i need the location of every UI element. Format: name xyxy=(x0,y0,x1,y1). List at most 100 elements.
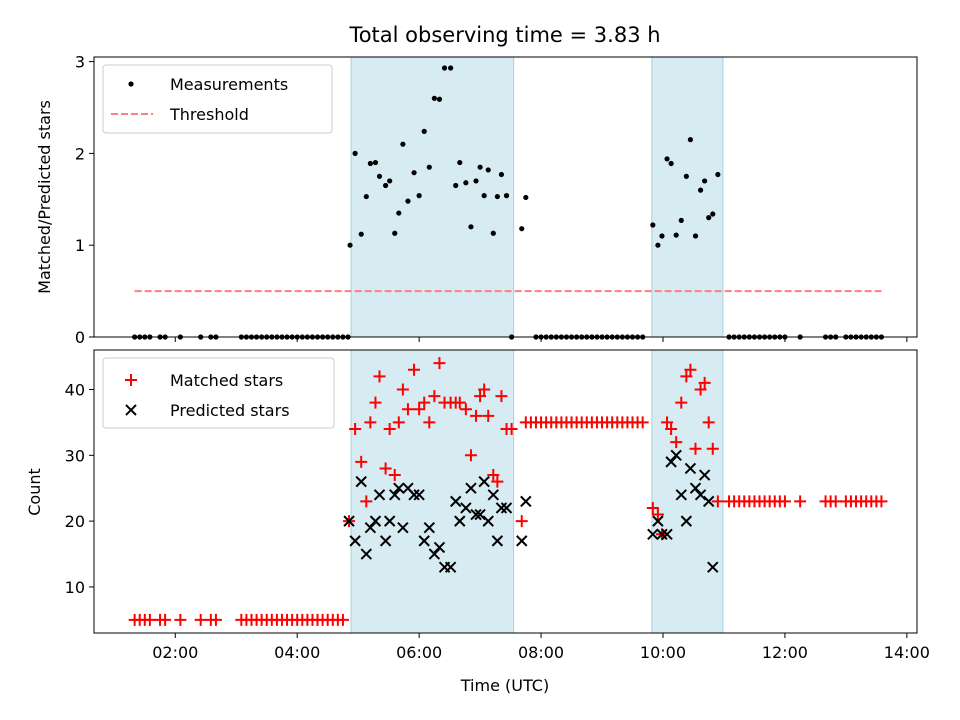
measurements-point xyxy=(436,96,443,102)
predicted-stars-point xyxy=(413,489,425,501)
predicted-stars-point xyxy=(423,521,436,534)
measurements-point xyxy=(372,159,379,166)
predicted-stars-point xyxy=(355,475,367,488)
matched-stars-point xyxy=(680,370,693,383)
matched-stars-point xyxy=(636,416,649,429)
predicted-stars-point xyxy=(428,548,441,560)
lower-panel: 02:00 04:00 06:00 08:00 10:00 12:00 14:00 10 20 3… xyxy=(25,349,930,695)
matched-stars-point xyxy=(423,416,436,429)
predicted-stars-point xyxy=(454,515,466,527)
legend-marker-matched-stars xyxy=(125,374,137,386)
legend-marker-measurements xyxy=(128,81,134,87)
matched-stars-point xyxy=(373,370,386,383)
matched-stars-point xyxy=(651,508,664,521)
matched-stars-point xyxy=(392,416,405,429)
measurements-point xyxy=(702,178,708,184)
matched-stars-point xyxy=(478,383,491,396)
matched-stars-point xyxy=(684,363,697,376)
matched-stars-point xyxy=(388,469,401,482)
predicted-stars-point xyxy=(661,528,673,540)
matched-stars-point xyxy=(428,390,441,403)
matched-stars-point xyxy=(487,469,500,482)
matched-stars-point xyxy=(174,613,187,626)
matched-stars-point xyxy=(505,422,518,435)
predicted-stars-point xyxy=(516,535,528,547)
measurements-point xyxy=(468,224,474,230)
lower-legend-box xyxy=(102,357,335,429)
predicted-stars-point xyxy=(491,535,504,547)
x-tick-label: 04:00 xyxy=(274,643,320,662)
x-tick-label: 14:00 xyxy=(884,643,930,662)
matched-stars-point xyxy=(396,383,409,396)
measurements-point xyxy=(668,160,674,167)
matched-stars-point xyxy=(706,442,719,455)
upper-legend: Measurements Threshold xyxy=(102,64,333,134)
measurements-point xyxy=(650,222,656,228)
measurements-point xyxy=(519,226,525,232)
x-tick-label: 12:00 xyxy=(762,643,808,662)
matched-stars-point xyxy=(875,495,888,508)
matched-stars-point xyxy=(495,390,508,403)
predicted-stars-point xyxy=(689,482,702,494)
y-tick-label: 1 xyxy=(75,236,85,255)
matched-stars-point xyxy=(665,422,678,435)
measurements-point xyxy=(692,233,699,239)
predicted-stars-point xyxy=(379,535,392,547)
measurements-point xyxy=(431,95,437,101)
y-tick-label: 2 xyxy=(75,144,85,163)
legend-label-predicted-stars: Predicted stars xyxy=(170,401,290,420)
measurements-point xyxy=(697,187,704,193)
measurements-point xyxy=(457,159,463,166)
predicted-stars-point xyxy=(418,535,430,547)
upper-panel-frame xyxy=(93,56,918,338)
matched-stars-point xyxy=(364,416,377,429)
measurements-point xyxy=(485,167,491,173)
predicted-stars-point xyxy=(369,515,382,527)
predicted-stars-point xyxy=(482,515,494,527)
measurements-point xyxy=(416,193,422,199)
measurements-point xyxy=(494,193,500,200)
measurements-point xyxy=(383,182,389,189)
measurements-point xyxy=(463,180,469,186)
matched-stars-point xyxy=(143,613,156,626)
predicted-stars-point xyxy=(343,515,355,527)
predicted-stars-point xyxy=(487,489,500,501)
matched-stars-point xyxy=(646,501,659,514)
measurements-point xyxy=(352,150,358,156)
measurements-point xyxy=(523,194,529,201)
measurements-point xyxy=(448,65,454,71)
matched-stars-point xyxy=(464,449,477,462)
matched-stars-point xyxy=(829,495,842,508)
upper-panel-ticks: 0 1 2 3 xyxy=(75,53,908,347)
matched-stars-point xyxy=(379,462,392,475)
measurements-point xyxy=(706,215,712,221)
y-tick-label: 10 xyxy=(65,578,85,597)
measurements-point xyxy=(481,193,487,199)
y-tick-label: 3 xyxy=(75,53,85,72)
measurements-point xyxy=(347,242,353,248)
predicted-stars-point xyxy=(349,535,361,547)
predicted-stars-point xyxy=(373,489,386,501)
matched-stars-point xyxy=(711,495,724,508)
x-tick-label: 06:00 xyxy=(396,643,442,662)
measurements-point xyxy=(421,128,427,134)
lower-panel-ylabel: Count xyxy=(25,468,44,516)
upper-legend-box xyxy=(102,64,333,134)
measurements-point xyxy=(659,233,665,239)
matched-stars-point xyxy=(433,357,446,370)
predicted-stars-point xyxy=(703,495,715,508)
matched-stars-point xyxy=(418,396,431,409)
predicted-stars-point xyxy=(444,561,457,573)
predicted-stars-point xyxy=(694,489,707,501)
predicted-stars-point xyxy=(698,469,711,481)
matched-stars-point xyxy=(159,613,172,626)
predicted-stars-point xyxy=(670,449,682,462)
matched-stars-point xyxy=(474,390,487,403)
measurements-point xyxy=(473,178,479,184)
measurements-point xyxy=(396,210,402,216)
matched-stars-point xyxy=(491,475,504,488)
measurements-point xyxy=(453,182,459,189)
matched-stars-point xyxy=(336,613,349,626)
measurements-point xyxy=(426,164,432,170)
